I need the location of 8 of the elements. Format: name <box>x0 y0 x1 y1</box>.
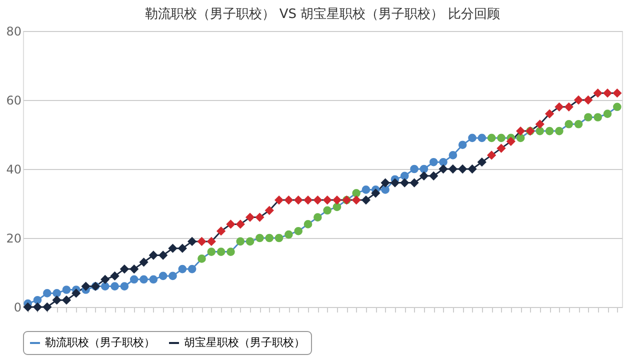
y-tick-label: 60 <box>6 94 22 108</box>
y-tick-label: 20 <box>6 232 22 246</box>
chart-title: 勒流职校（男子职校） VS 胡宝星职校（男子职校） 比分回顾 <box>145 6 500 22</box>
legend-label: 勒流职校（男子职校） <box>45 336 155 349</box>
legend-label: 胡宝星职校（男子职校） <box>184 336 305 349</box>
y-tick-label: 40 <box>6 162 22 176</box>
y-tick-label: 0 <box>14 300 22 314</box>
y-tick-label: 80 <box>6 24 22 38</box>
